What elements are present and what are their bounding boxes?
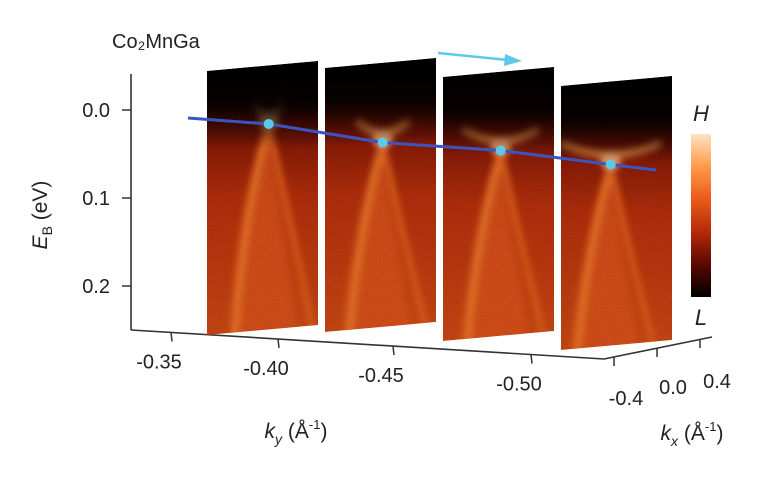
y-axis-label-sub: B [39,226,55,235]
ky-label-sub: y [274,431,283,447]
ky-axis-line [130,329,605,360]
kx-tick-label: 0.0 [659,377,687,399]
arpes-slice [325,58,436,332]
kx-tick-label: -0.4 [609,388,643,410]
kx-axis-label: kx (Å-1) [661,419,724,449]
node-marker [263,118,274,129]
ky-tick-mark [530,354,533,364]
colorbar-bar [691,134,711,297]
node-dispersion [187,116,657,172]
node-line-segment [610,163,657,172]
ky-tick-label: -0.45 [358,365,404,387]
kx-label-sub: x [670,433,679,449]
ky-tick-mark [277,338,280,349]
y-axis-label-symbol: E [29,234,52,249]
ky-tick-mark [392,345,395,356]
arpes-slices [207,58,672,350]
y-tick-label: 0.2 [82,276,110,298]
node-line-segment [500,148,611,167]
kx-axis-ticks: -0.4 0.0 0.4 [609,339,731,410]
arrow-head [504,54,522,66]
ky-tick-label: -0.35 [136,351,182,373]
kx-label-symbol: k [661,422,673,445]
y-axis-label: EB (eV) [29,181,55,250]
kx-label-unit-close: ) [716,422,723,445]
node-line-segment [268,122,383,145]
colorbar: H L [691,101,711,330]
kx-label-unit-open: (Å [678,422,705,445]
ky-axis-label: ky (Å-1) [265,417,328,447]
arpes-slice [207,61,318,335]
node-marker [377,137,388,148]
ky-tick-mark [170,332,173,342]
ky-tick-label: -0.50 [496,374,542,396]
node-marker [605,159,616,170]
y-tick-label: 0.0 [82,100,110,122]
colorbar-low-label: L [695,305,707,330]
axes [130,74,713,360]
ky-direction-arrow [437,51,522,66]
colorbar-high-label: H [693,101,709,126]
ky-tick-label: -0.40 [243,358,289,380]
node-line-segment [382,141,501,152]
arpes-slice [561,76,672,350]
ky-label-unit-close: ) [320,420,327,443]
ky-label-unit-sup: -1 [309,417,321,432]
ky-label-unit-open: (Å [282,420,309,443]
y-axis-label-unit: (eV) [29,181,52,227]
y-axis-ticks: 0.0 0.1 0.2 [82,100,131,298]
kx-axis-line [603,336,713,360]
ky-axis-ticks: -0.35 -0.40 -0.45 -0.50 [136,332,542,396]
arpes-slice [443,67,554,341]
node-marker [495,145,506,156]
kx-tick-label: 0.4 [703,371,731,393]
kx-label-unit-sup: -1 [705,419,717,434]
y-tick-label: 0.1 [82,188,110,210]
arrow-shaft [437,51,509,62]
chart-title: Co₂MnGa [112,31,201,53]
ky-label-symbol: k [265,420,277,443]
node-line-segment [187,116,269,126]
